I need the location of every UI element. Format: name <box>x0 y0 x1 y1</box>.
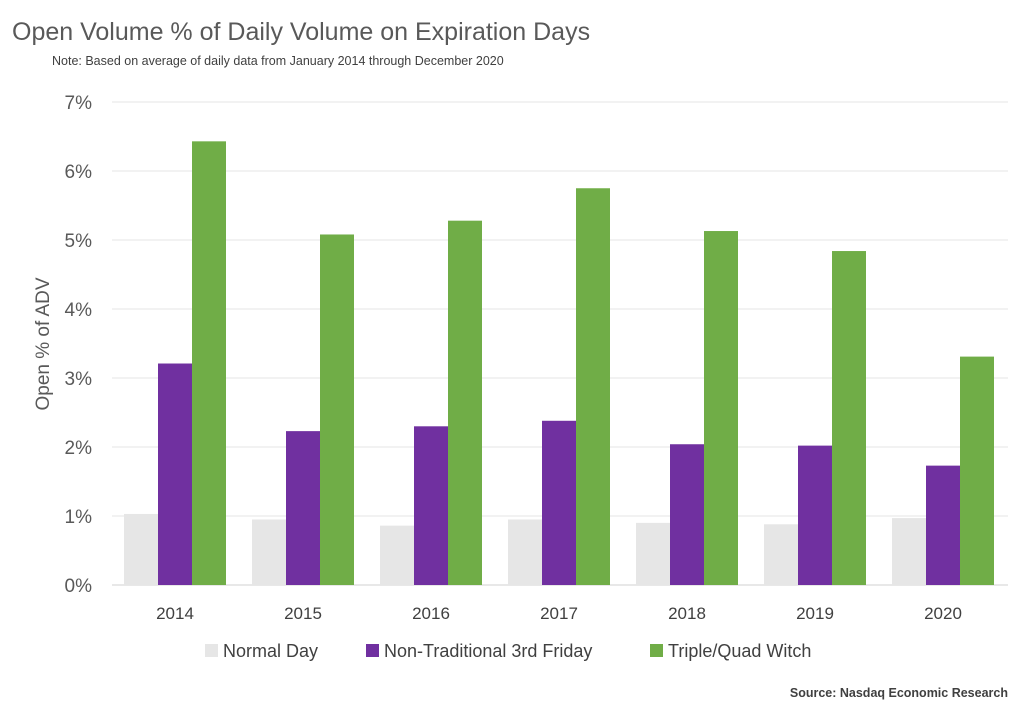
bar-triple-quad-witch-2015 <box>320 234 354 586</box>
bar-triple-quad-witch-2018 <box>704 231 738 585</box>
bar-non-traditional-3rd-friday-2019 <box>798 445 832 585</box>
y-tick-label: 7% <box>65 93 93 114</box>
bar-normal-day-2020 <box>892 518 926 585</box>
y-tick-labels: 0% 1% 2% 3% 4% 5% 6% 7% <box>65 93 93 597</box>
y-tick-label: 2% <box>65 438 93 459</box>
y-tick-label: 5% <box>65 231 93 252</box>
bar-non-traditional-3rd-friday-2018 <box>670 444 704 585</box>
bar-triple-quad-witch-2016 <box>448 220 482 585</box>
y-tick-label: 3% <box>65 369 93 390</box>
x-tick-label: 2020 <box>924 604 962 623</box>
bar-non-traditional-3rd-friday-2016 <box>414 426 448 585</box>
y-tick-label: 0% <box>65 576 93 597</box>
bar-normal-day-2019 <box>764 524 798 585</box>
bar-non-traditional-3rd-friday-2015 <box>286 431 320 585</box>
legend-swatch <box>205 644 218 657</box>
bar-normal-day-2018 <box>636 522 670 585</box>
bar-normal-day-2017 <box>508 519 542 585</box>
legend-swatch <box>650 644 663 657</box>
legend-label: Non-Traditional 3rd Friday <box>384 641 592 661</box>
x-tick-label: 2019 <box>796 604 834 623</box>
chart-note: Note: Based on average of daily data fro… <box>52 54 504 68</box>
bar-triple-quad-witch-2014 <box>192 141 226 585</box>
y-tick-label: 6% <box>65 162 93 183</box>
legend-swatch <box>366 644 379 657</box>
bar-non-traditional-3rd-friday-2020 <box>926 465 960 585</box>
chart-title: Open Volume % of Daily Volume on Expirat… <box>12 18 591 46</box>
legend-label: Triple/Quad Witch <box>668 641 811 661</box>
bar-normal-day-2014 <box>124 513 158 585</box>
y-tick-label: 1% <box>65 507 93 528</box>
x-tick-label: 2014 <box>156 604 194 623</box>
bars <box>124 141 994 586</box>
x-tick-labels: 2014 2015 2016 2017 2018 2019 2020 <box>156 604 962 623</box>
y-tick-label: 4% <box>65 300 93 321</box>
x-tick-label: 2017 <box>540 604 578 623</box>
bar-non-traditional-3rd-friday-2017 <box>542 420 576 585</box>
source-note: Source: Nasdaq Economic Research <box>789 686 1008 700</box>
bar-triple-quad-witch-2019 <box>832 251 866 586</box>
bar-normal-day-2016 <box>380 525 414 585</box>
x-tick-label: 2015 <box>284 604 322 623</box>
bar-triple-quad-witch-2020 <box>960 356 994 585</box>
legend: Normal Day Non-Traditional 3rd Friday Trip… <box>205 641 811 661</box>
x-tick-label: 2018 <box>668 604 706 623</box>
bar-non-traditional-3rd-friday-2014 <box>158 363 192 585</box>
bar-triple-quad-witch-2017 <box>576 188 610 585</box>
legend-label: Normal Day <box>223 641 318 661</box>
x-tick-label: 2016 <box>412 604 450 623</box>
y-axis-title: Open % of ADV <box>33 277 54 410</box>
bar-normal-day-2015 <box>252 519 286 585</box>
